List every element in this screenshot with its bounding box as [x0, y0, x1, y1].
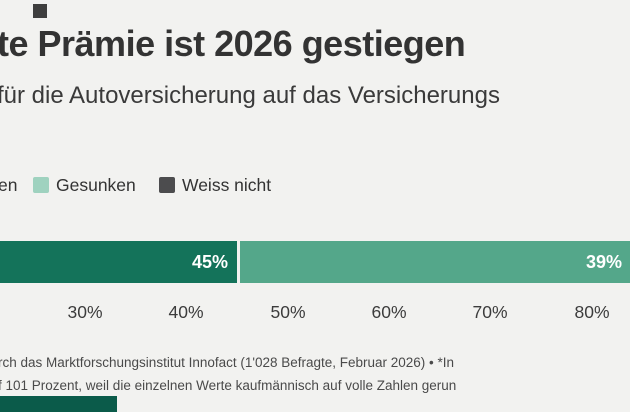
chart-title: te Prämie ist 2026 gestiegen	[0, 23, 466, 64]
legend-swatch-weiss-nicht	[159, 177, 175, 193]
stacked-bar: 45% 39%	[0, 241, 630, 283]
x-tick-label: 40%	[168, 302, 204, 322]
footnote-line-1: rch das Marktforschungsinstitut Innofact…	[0, 355, 455, 370]
x-tick-label: 80%	[574, 302, 610, 322]
x-tick-label: 60%	[371, 302, 407, 322]
clipped-square-icon	[33, 4, 47, 18]
x-tick-label: 30%	[67, 302, 103, 322]
logo-block-clipped	[0, 396, 117, 412]
x-axis: 30% 40% 50% 60% 70% 80%	[0, 302, 630, 324]
bar-segment-gesunken: 39%	[240, 241, 630, 283]
bar-value-label: 45%	[191, 251, 228, 272]
x-tick-label: 50%	[270, 302, 306, 322]
footnote-line-2: f 101 Prozent, weil die einzelnen Werte …	[0, 378, 457, 393]
chart-legend: en Gesunken Weiss nicht	[0, 174, 630, 196]
bar-value-label: 39%	[585, 251, 622, 272]
legend-label: en	[0, 174, 18, 195]
legend-item-gestiegen-clipped: en	[0, 174, 17, 196]
bar-segment-gestiegen: 45%	[0, 241, 237, 283]
legend-item-gesunken: Gesunken	[33, 174, 136, 196]
x-tick-label: 70%	[472, 302, 508, 322]
legend-item-weiss-nicht: Weiss nicht	[159, 174, 271, 196]
chart-subtitle: für die Autoversicherung auf das Versich…	[0, 82, 500, 109]
legend-label: Weiss nicht	[182, 174, 272, 195]
legend-swatch-gesunken	[33, 177, 49, 193]
legend-label: Gesunken	[56, 174, 136, 195]
